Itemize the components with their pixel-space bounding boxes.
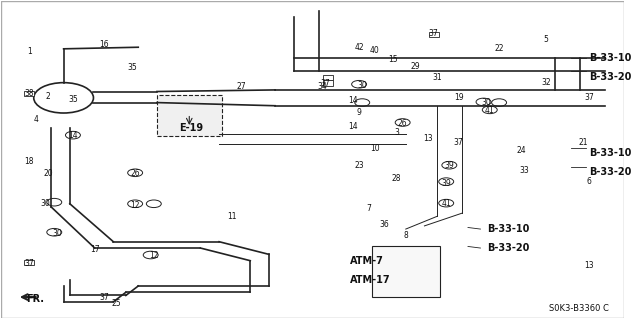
Text: 9: 9: [356, 108, 362, 116]
Text: 28: 28: [392, 174, 401, 183]
Text: B-33-10: B-33-10: [589, 148, 632, 158]
Bar: [24, 91, 35, 96]
Text: 23: 23: [355, 161, 364, 170]
Text: 12: 12: [131, 201, 140, 210]
FancyBboxPatch shape: [157, 95, 222, 136]
Text: 12: 12: [149, 251, 159, 260]
Bar: [24, 260, 35, 265]
Text: 14: 14: [348, 122, 358, 131]
Text: 16: 16: [99, 40, 109, 48]
Text: 30: 30: [357, 81, 367, 90]
Text: 20: 20: [44, 169, 53, 178]
Text: 37: 37: [429, 28, 438, 38]
Text: 37: 37: [454, 137, 463, 147]
Text: 13: 13: [423, 134, 433, 144]
Text: ATM-17: ATM-17: [350, 275, 390, 285]
Text: 32: 32: [541, 78, 550, 86]
Text: 35: 35: [68, 95, 78, 104]
Text: 7: 7: [366, 204, 371, 213]
Text: B-33-20: B-33-20: [486, 243, 529, 253]
Text: 38: 38: [24, 89, 34, 98]
Text: 42: 42: [355, 43, 364, 52]
Text: E-19: E-19: [179, 123, 203, 133]
Text: 4: 4: [33, 115, 38, 124]
Text: 40: 40: [370, 46, 380, 55]
Text: 34: 34: [317, 82, 326, 91]
Bar: [323, 75, 333, 80]
Text: 21: 21: [579, 137, 588, 147]
Text: 18: 18: [24, 157, 34, 166]
Text: 35: 35: [127, 63, 137, 72]
Text: 22: 22: [494, 44, 504, 53]
Text: 36: 36: [379, 220, 389, 229]
Text: 27: 27: [236, 82, 246, 91]
Text: 5: 5: [543, 35, 548, 44]
Text: 6: 6: [587, 177, 592, 186]
Text: 1: 1: [27, 48, 32, 56]
Text: ATM-7: ATM-7: [350, 256, 383, 266]
Text: 17: 17: [90, 245, 100, 254]
Text: 14: 14: [348, 97, 358, 106]
Text: FR.: FR.: [26, 293, 44, 304]
Text: 30: 30: [40, 199, 50, 208]
Text: 37: 37: [320, 79, 330, 88]
Text: B-33-10: B-33-10: [589, 53, 632, 63]
Text: 30: 30: [482, 98, 492, 107]
Text: 31: 31: [432, 73, 442, 82]
Text: 39: 39: [442, 179, 451, 188]
Text: 30: 30: [52, 229, 62, 238]
Text: 19: 19: [454, 93, 463, 102]
Text: 3: 3: [394, 128, 399, 137]
Text: B-33-10: B-33-10: [486, 224, 529, 234]
Text: 14: 14: [68, 131, 77, 140]
Text: 26: 26: [398, 119, 408, 128]
Bar: [429, 32, 439, 37]
Text: 37: 37: [99, 293, 109, 301]
Text: 33: 33: [519, 166, 529, 175]
Text: 13: 13: [584, 261, 594, 270]
Text: 29: 29: [410, 62, 420, 71]
Bar: [323, 80, 333, 85]
Text: 2: 2: [45, 92, 51, 101]
Text: B-33-20: B-33-20: [589, 72, 632, 82]
Text: 24: 24: [516, 145, 525, 154]
FancyBboxPatch shape: [372, 247, 440, 297]
Text: 8: 8: [403, 231, 408, 240]
Text: 11: 11: [227, 212, 236, 221]
Text: 10: 10: [370, 144, 380, 153]
Text: 26: 26: [131, 169, 140, 178]
Text: 41: 41: [485, 106, 495, 115]
Text: S0K3-B3360 C: S0K3-B3360 C: [549, 304, 609, 313]
Text: 41: 41: [442, 199, 451, 208]
Text: 37: 37: [24, 259, 35, 268]
Text: 25: 25: [111, 299, 122, 308]
Text: 39: 39: [444, 161, 454, 170]
Text: 15: 15: [388, 56, 398, 64]
Text: B-33-20: B-33-20: [589, 167, 632, 177]
Text: 37: 37: [584, 93, 594, 102]
